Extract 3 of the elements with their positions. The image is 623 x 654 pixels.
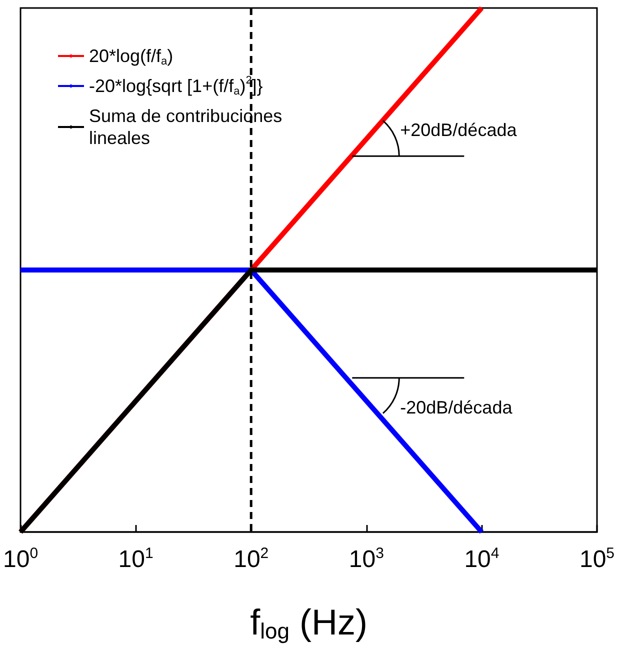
legend-label: Suma de contribuciones lineales xyxy=(89,106,288,148)
annotation: -20dB/década xyxy=(400,398,514,418)
annotation: +20dB/década xyxy=(400,120,518,140)
